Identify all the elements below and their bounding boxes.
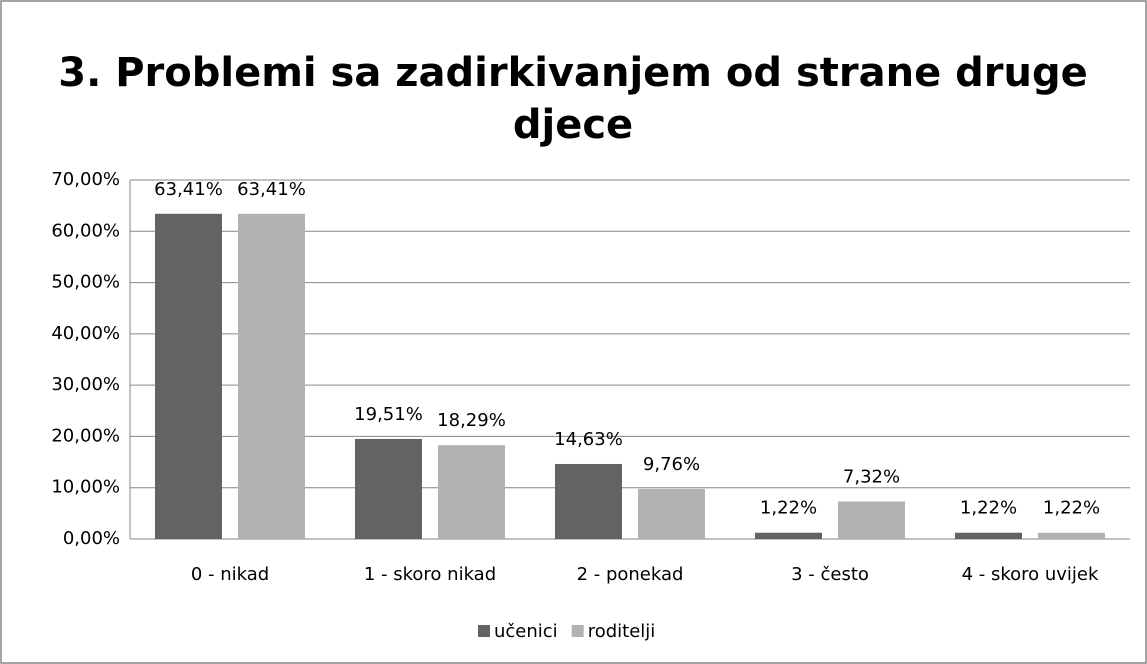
data-label: 7,32% <box>843 466 900 487</box>
x-tick-label: 4 - skoro uvijek <box>962 564 1099 585</box>
y-tick-label: 50,00% <box>51 272 120 293</box>
data-label: 63,41% <box>154 179 223 200</box>
x-tick-label: 3 - često <box>791 564 869 585</box>
data-label: 19,51% <box>354 404 423 425</box>
legend-swatch <box>478 625 490 637</box>
bar <box>755 532 822 539</box>
bar <box>438 445 505 539</box>
data-label: 1,22% <box>960 498 1017 519</box>
chart-title: 3. Problemi sa zadirkivanjem od strane d… <box>58 50 1087 148</box>
data-label: 14,63% <box>554 429 623 450</box>
y-tick-label: 30,00% <box>51 374 120 395</box>
y-tick-label: 70,00% <box>51 169 120 190</box>
bar <box>555 463 622 539</box>
bar <box>1038 532 1105 539</box>
bar <box>838 501 905 539</box>
data-label: 63,41% <box>237 179 306 200</box>
bar <box>238 213 305 539</box>
y-tick-label: 60,00% <box>51 220 120 241</box>
bar <box>638 488 705 539</box>
y-tick-label: 10,00% <box>51 477 120 498</box>
data-label: 1,22% <box>1043 498 1100 519</box>
data-label: 18,29% <box>437 410 506 431</box>
x-tick-label: 1 - skoro nikad <box>364 564 496 585</box>
legend-label: roditelji <box>588 621 656 642</box>
data-label: 1,22% <box>760 498 817 519</box>
y-tick-label: 0,00% <box>63 528 120 549</box>
data-label: 9,76% <box>643 454 700 475</box>
y-tick-label: 40,00% <box>51 323 120 344</box>
x-tick-label: 0 - nikad <box>191 564 269 585</box>
x-tick-label: 2 - ponekad <box>577 564 684 585</box>
bar <box>955 532 1022 539</box>
legend-swatch <box>571 625 584 637</box>
y-tick-label: 20,00% <box>51 425 120 446</box>
legend-label: učenici <box>494 621 558 642</box>
bar <box>155 213 222 539</box>
bar <box>355 438 422 539</box>
